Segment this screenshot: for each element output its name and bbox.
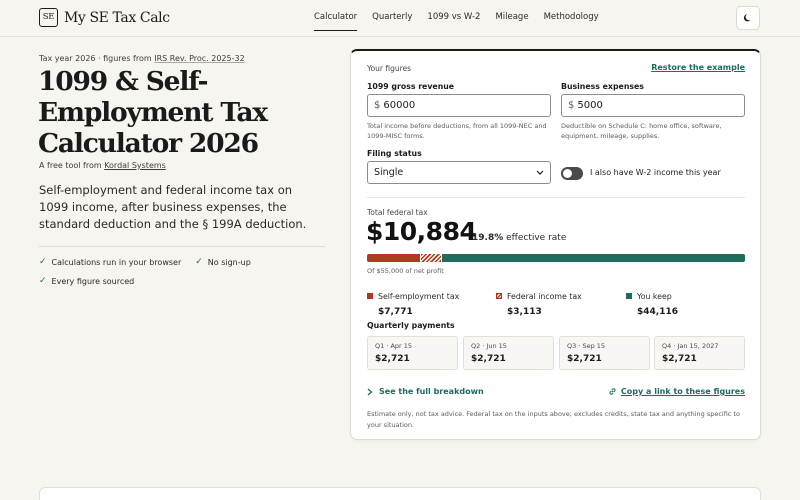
quarterly-payments-label: Quarterly payments: [367, 321, 455, 330]
filing-status-select[interactable]: Single: [367, 161, 551, 184]
quarterly-payment-card: Q4 · Jan 15, 2027 $2,721: [654, 336, 745, 370]
irs-source-link[interactable]: IRS Rev. Proc. 2025-32: [154, 54, 245, 63]
copy-link-action[interactable]: Copy a link to these figures: [608, 387, 745, 396]
moon-icon: [743, 14, 751, 22]
logo-mark: SE: [39, 8, 58, 27]
quarterly-payment-card: Q2 · Jun 15 $2,721: [463, 336, 554, 370]
bar-segment-you-keep: [441, 254, 745, 262]
nav-1099-vs-w2[interactable]: 1099 vs W-2: [427, 12, 481, 22]
w2-income-toggle-label: I also have W-2 income this year: [590, 168, 721, 177]
tax-year-kicker: Tax year 2026 · figures from IRS Rev. Pr…: [39, 54, 245, 63]
effective-rate-value: 19.8%: [472, 233, 504, 243]
payment-amount: $2,721: [567, 354, 602, 364]
full-breakdown-toggle[interactable]: See the full breakdown: [367, 387, 484, 396]
payment-amount: $2,721: [662, 354, 697, 364]
swatch: [626, 293, 632, 299]
disclaimer: Estimate only, not tax advice. Federal t…: [367, 410, 740, 429]
net-profit-note: Of $55,000 of net profit: [367, 267, 444, 275]
copy-link[interactable]: Copy a link to these figures: [620, 387, 745, 396]
total-tax-value: $10,884: [366, 217, 477, 246]
main-nav: Calculator Quarterly 1099 vs W-2 Mileage…: [314, 12, 614, 31]
expenses-help: Deductible on Schedule C: home office, s…: [561, 122, 722, 140]
legend-value: $3,113: [507, 307, 542, 317]
divider: [367, 197, 745, 198]
tax-breakdown-bar: [367, 254, 745, 262]
effective-rate-label: effective rate: [503, 233, 567, 243]
payment-amount: $2,721: [375, 354, 410, 364]
check-icon: ✓: [195, 257, 203, 267]
check-label: Every figure sourced: [51, 276, 135, 286]
chevron-down-icon: [536, 170, 544, 175]
quarterly-payment-card: Q3 · Sep 15 $2,721: [559, 336, 650, 370]
nav-methodology[interactable]: Methodology: [543, 12, 599, 22]
effective-rate: 19.8% effective rate: [472, 233, 566, 243]
filing-status-value: Single: [374, 167, 404, 178]
quarterly-payment-card: Q1 · Apr 15 $2,721: [367, 336, 458, 370]
top-navigation-bar: SE My SE Tax Calc Calculator Quarterly 1…: [0, 0, 800, 37]
revenue-value: 60000: [383, 100, 416, 111]
swatch: [367, 293, 373, 299]
nav-quarterly[interactable]: Quarterly: [372, 12, 413, 22]
calculator-card: Your figures Restore the example 1099 gr…: [350, 49, 761, 440]
check-icon: ✓: [39, 257, 47, 267]
kordal-systems-link[interactable]: Kordal Systems: [104, 161, 166, 170]
theme-toggle-button[interactable]: [736, 6, 760, 30]
revenue-label: 1099 gross revenue: [367, 82, 455, 91]
currency-symbol: $: [374, 100, 381, 111]
legend-value: $7,771: [378, 307, 413, 317]
check-item: ✓ No sign-up: [195, 257, 251, 267]
payment-due-date: Q3 · Sep 15: [567, 342, 606, 350]
nav-calculator[interactable]: Calculator: [314, 12, 358, 31]
revenue-input[interactable]: $60000: [367, 94, 551, 117]
expenses-input[interactable]: $5000: [561, 94, 745, 117]
expenses-value: 5000: [577, 100, 603, 111]
divider: [39, 246, 325, 247]
logo[interactable]: SE My SE Tax Calc: [39, 8, 170, 27]
feature-checklist: ✓ Calculations run in your browser ✓ No si…: [39, 257, 289, 295]
legend-federal-income: Federal income tax $3,113: [496, 284, 582, 317]
bar-segment-self-employment: [367, 254, 421, 262]
page-description: Self-employment and federal income tax o…: [39, 183, 307, 231]
byline-text: A free tool from: [39, 161, 105, 170]
legend-value: $44,116: [637, 307, 678, 317]
payment-due-date: Q2 · Jun 15: [471, 342, 507, 350]
next-section-card: [39, 487, 761, 500]
legend-label: Self-employment tax: [378, 292, 460, 301]
legend-self-employment: Self-employment tax $7,771: [367, 284, 459, 317]
revenue-help: Total income before deductions, from all…: [367, 122, 547, 140]
app-name: My SE Tax Calc: [64, 9, 170, 26]
payment-due-date: Q4 · Jan 15, 2027: [662, 342, 719, 350]
bar-segment-federal-income: [420, 254, 442, 262]
link-icon: [609, 388, 616, 395]
check-label: Calculations run in your browser: [51, 257, 182, 267]
kicker-text: Tax year 2026 · figures from: [39, 54, 155, 63]
chevron-right-icon: [367, 388, 373, 395]
currency-symbol: $: [568, 100, 575, 111]
page-title: 1099 & Self-Employment Tax Calculator 20…: [38, 66, 268, 159]
payment-amount: $2,721: [471, 354, 506, 364]
byline: A free tool from Kordal Systems: [39, 161, 166, 170]
restore-example-link[interactable]: Restore the example: [651, 63, 745, 72]
expenses-label: Business expenses: [561, 82, 644, 91]
payment-due-date: Q1 · Apr 15: [375, 342, 413, 350]
check-icon: ✓: [39, 276, 47, 286]
legend-you-keep: You keep $44,116: [626, 284, 678, 317]
your-figures-label: Your figures: [367, 64, 412, 73]
check-item: ✓ Every figure sourced: [39, 276, 134, 286]
legend-label: You keep: [637, 292, 672, 301]
total-tax-label: Total federal tax: [367, 208, 428, 217]
nav-mileage[interactable]: Mileage: [495, 12, 529, 22]
legend-label: Federal income tax: [507, 292, 582, 301]
w2-income-toggle[interactable]: [561, 167, 583, 180]
full-breakdown-link[interactable]: See the full breakdown: [379, 387, 484, 396]
swatch: [496, 293, 502, 299]
check-item: ✓ Calculations run in your browser: [39, 257, 181, 267]
check-label: No sign-up: [207, 257, 251, 267]
filing-status-label: Filing status: [367, 149, 422, 158]
